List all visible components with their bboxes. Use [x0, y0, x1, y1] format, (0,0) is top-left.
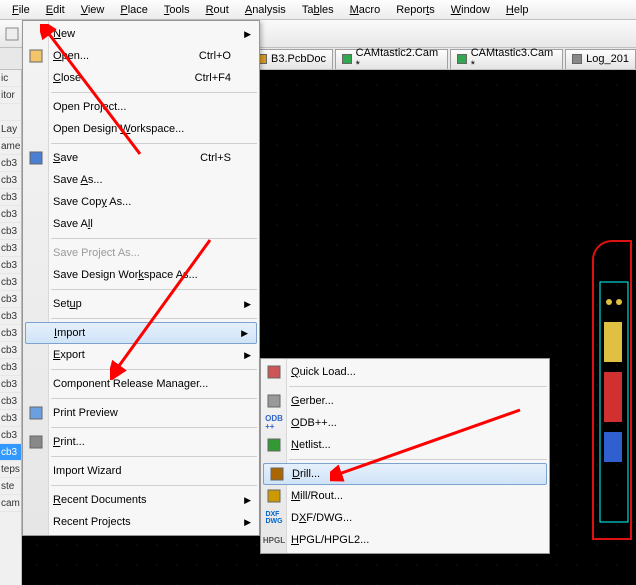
dr-icon	[268, 465, 286, 483]
preview-icon	[27, 404, 45, 422]
file-menu-print[interactable]: Print...	[23, 431, 259, 453]
menu-help[interactable]: Help	[498, 2, 537, 18]
menu-tables[interactable]: Tables	[294, 2, 342, 18]
side-item[interactable]: Lay	[0, 121, 21, 138]
menu-tools[interactable]: Tools	[156, 2, 198, 18]
gb-icon	[265, 392, 283, 410]
import-menu-odb[interactable]: ODB++ODB++...	[261, 412, 549, 434]
import-menu-quick-load[interactable]: Quick Load...	[261, 361, 549, 383]
file-menu-recent-documents[interactable]: Recent Documents▶	[23, 489, 259, 511]
side-item[interactable]: ste	[0, 478, 21, 495]
side-item[interactable]: teps	[0, 461, 21, 478]
side-item[interactable]: cb3	[0, 342, 21, 359]
file-menu: New▶Open...Ctrl+OCloseCtrl+F4 Open Projec…	[22, 20, 260, 536]
document-tab[interactable]: Log_201	[565, 49, 636, 69]
file-menu-import-wizard[interactable]: Import Wizard	[23, 460, 259, 482]
file-menu-open-project[interactable]: Open Project...	[23, 96, 259, 118]
dxf-icon: DXFDWG	[265, 509, 283, 527]
side-item[interactable]: cb3	[0, 427, 21, 444]
file-menu-save[interactable]: SaveCtrl+S	[23, 147, 259, 169]
file-menu-save-project-as: Save Project As...	[23, 242, 259, 264]
file-menu-print-preview[interactable]: Print Preview	[23, 402, 259, 424]
side-panel: icitorLayamecb3cb3cb3cb3cb3cb3cb3cb3cb3c…	[0, 70, 22, 585]
menu-edit[interactable]: Edit	[38, 2, 73, 18]
file-menu-close[interactable]: CloseCtrl+F4	[23, 67, 259, 89]
side-item[interactable]: cb3	[0, 223, 21, 240]
side-item[interactable]: cb3	[0, 325, 21, 342]
document-tab[interactable]: CAMtastic2.Cam *	[335, 49, 448, 69]
side-item[interactable]: cb3	[0, 291, 21, 308]
file-menu-open-design-workspace[interactable]: Open Design Workspace...	[23, 118, 259, 140]
file-menu-save-all[interactable]: Save All	[23, 213, 259, 235]
import-menu-mill-rout[interactable]: Mill/Rout...	[261, 485, 549, 507]
file-menu-open[interactable]: Open...Ctrl+O	[23, 45, 259, 67]
side-item[interactable]: cb3	[0, 410, 21, 427]
file-menu-export[interactable]: Export▶	[23, 344, 259, 366]
side-item[interactable]: cb3	[0, 206, 21, 223]
mr-icon	[265, 487, 283, 505]
side-item[interactable]: cb3	[0, 257, 21, 274]
menu-window[interactable]: Window	[443, 2, 498, 18]
import-menu-drill[interactable]: Drill...	[263, 463, 547, 485]
side-item[interactable]: ic	[0, 70, 21, 87]
side-item[interactable]: cb3	[0, 240, 21, 257]
side-item[interactable]: cb3	[0, 172, 21, 189]
open-icon	[27, 47, 45, 65]
side-item[interactable]: cb3	[0, 155, 21, 172]
side-item[interactable]: ame	[0, 138, 21, 155]
file-menu-new[interactable]: New▶	[23, 23, 259, 45]
hp-icon: HPGL	[265, 531, 283, 549]
file-menu-recent-projects[interactable]: Recent Projects▶	[23, 511, 259, 533]
menu-analysis[interactable]: Analysis	[237, 2, 294, 18]
menu-place[interactable]: Place	[112, 2, 156, 18]
file-menu-import[interactable]: Import▶	[25, 322, 257, 344]
menu-reports[interactable]: Reports	[388, 2, 443, 18]
import-menu-dxf-dwg[interactable]: DXFDWGDXF/DWG...	[261, 507, 549, 529]
side-item[interactable]: cb3	[0, 444, 21, 461]
pcb-outline	[592, 240, 632, 540]
document-tab[interactable]: B3.PcbDoc	[250, 49, 333, 69]
file-menu-save-copy-as[interactable]: Save Copy As...	[23, 191, 259, 213]
side-item[interactable]: cb3	[0, 393, 21, 410]
import-menu-hpgl-hpgl[interactable]: HPGLHPGL/HPGL2...	[261, 529, 549, 551]
file-menu-save-as[interactable]: Save As...	[23, 169, 259, 191]
odb-icon: ODB++	[265, 414, 283, 432]
import-menu-netlist[interactable]: Netlist...	[261, 434, 549, 456]
side-item[interactable]: cb3	[0, 274, 21, 291]
ql-icon	[265, 363, 283, 381]
menu-rout[interactable]: Rout	[198, 2, 237, 18]
tool-icon[interactable]	[1, 23, 23, 45]
menu-file[interactable]: File	[4, 2, 38, 18]
side-item[interactable]: cb3	[0, 359, 21, 376]
print-icon	[27, 433, 45, 451]
file-menu-save-design-workspace-as[interactable]: Save Design Workspace As...	[23, 264, 259, 286]
menu-view[interactable]: View	[73, 2, 113, 18]
nl-icon	[265, 436, 283, 454]
save-icon	[27, 149, 45, 167]
file-menu-component-release-manager[interactable]: Component Release Manager...	[23, 373, 259, 395]
side-item[interactable]: cam	[0, 495, 21, 512]
menu-macro[interactable]: Macro	[342, 2, 389, 18]
import-submenu: Quick Load... Gerber...ODB++ODB++...Netli…	[260, 358, 550, 554]
file-menu-setup[interactable]: Setup▶	[23, 293, 259, 315]
side-item[interactable]	[0, 104, 21, 121]
menubar: FileEditViewPlaceToolsRoutAnalysisTables…	[0, 0, 636, 20]
side-item[interactable]: cb3	[0, 308, 21, 325]
side-item[interactable]: cb3	[0, 376, 21, 393]
document-tab[interactable]: CAMtastic3.Cam *	[450, 49, 563, 69]
import-menu-gerber[interactable]: Gerber...	[261, 390, 549, 412]
side-item[interactable]: cb3	[0, 189, 21, 206]
side-item[interactable]: itor	[0, 87, 21, 104]
